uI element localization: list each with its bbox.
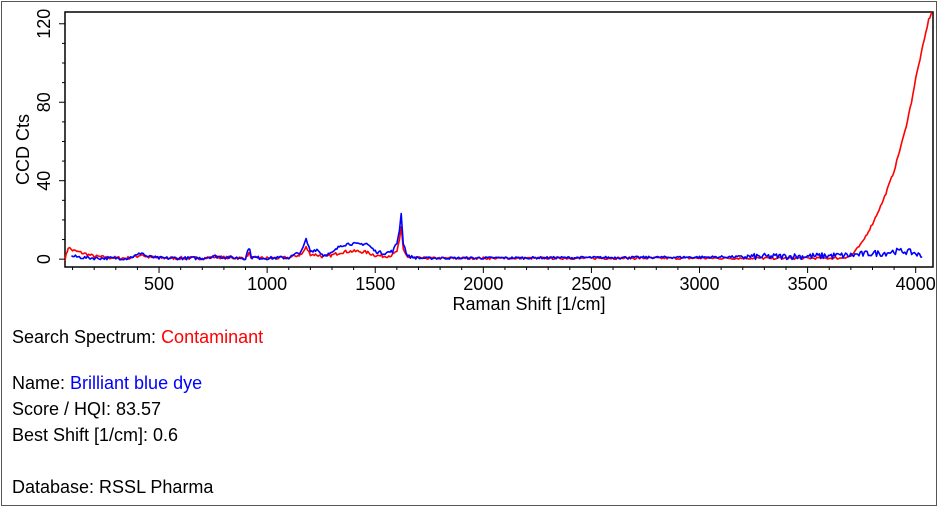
x-tick-label: 1000 [247,274,287,294]
match-name-label: Name: [12,373,71,393]
y-tick-label: 80 [34,92,54,112]
y-axis-label: CCD Cts [13,114,33,185]
y-tick-label: 0 [34,254,54,264]
database: Database: RSSL Pharma [12,477,214,497]
match-name-value: Brilliant blue dye [70,373,203,393]
plot-area [64,11,934,268]
x-tick-label: 2000 [463,274,503,294]
y-tick-label: 40 [34,171,54,191]
y-tick-label: 120 [34,9,54,39]
x-axis-label: Raman Shift [1/cm] [452,294,605,314]
spectrum-chart: 500 1000 1500 2000 2500 3000 3500 4000 0 40 80 120 R… [13,9,936,314]
x-tick-label: 4000 [896,274,936,294]
search-spectrum-line: Search Spectrum: Contaminant [12,327,263,348]
match-name-line: Name: Brilliant blue dye [12,373,202,394]
best-shift: Best Shift [1/cm]: 0.6 [12,425,179,445]
series-line-1 [64,11,933,261]
x-tick-label: 3500 [788,274,828,294]
score-hqi: Score / HQI: 83.57 [12,399,162,419]
x-tick-label: 2500 [571,274,611,294]
search-spectrum-label: Search Spectrum: [12,327,162,347]
x-tick-label: 500 [144,274,174,294]
x-tick-label: 1500 [355,274,395,294]
x-tick-label: 3000 [679,274,719,294]
series-line-2 [71,212,923,261]
search-spectrum-value: Contaminant [161,327,264,347]
